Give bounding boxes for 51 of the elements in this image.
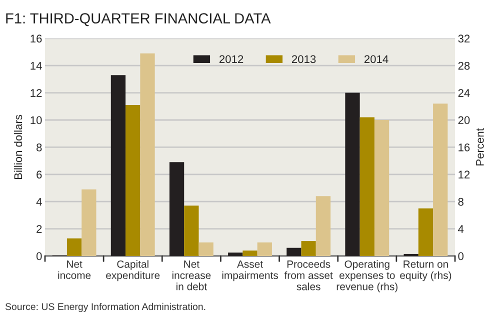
y2-tick-label: 12 bbox=[458, 170, 470, 178]
bar bbox=[169, 162, 184, 256]
bar bbox=[418, 208, 434, 256]
bar bbox=[301, 241, 316, 256]
y2-tick-label: 20 bbox=[458, 116, 470, 124]
bar bbox=[184, 206, 199, 256]
y2-tick-label: 8 bbox=[458, 198, 464, 206]
x-tick-label: Net increase in debt bbox=[172, 260, 211, 290]
legend-label: 2014 bbox=[364, 55, 388, 64]
y-tick-label: 14 bbox=[30, 62, 42, 70]
bar bbox=[228, 252, 243, 256]
y-tick-label: 8 bbox=[36, 143, 42, 152]
bar bbox=[345, 92, 360, 256]
bar bbox=[374, 120, 390, 256]
chart-title: F1: THIRD-QUARTER FINANCIAL DATA bbox=[6, 13, 271, 26]
x-tick-label: Net income bbox=[58, 260, 91, 280]
bar bbox=[66, 238, 82, 256]
y-tick-label: 10 bbox=[30, 116, 42, 124]
bar bbox=[360, 117, 374, 256]
bar bbox=[140, 53, 155, 256]
bar bbox=[433, 104, 448, 256]
y2-tick-label: 4 bbox=[458, 225, 464, 233]
bar bbox=[82, 189, 96, 256]
x-tick-label: Proceeds from asset sales bbox=[284, 260, 333, 290]
y-tick-label: 2 bbox=[36, 225, 42, 233]
y2-tick-label: 28 bbox=[458, 62, 470, 70]
bar bbox=[286, 248, 302, 256]
y-tick-label: 0 bbox=[36, 252, 42, 260]
bar bbox=[242, 250, 258, 256]
y-tick-label: 12 bbox=[30, 89, 42, 97]
x-tick-label: Capital expenditure bbox=[106, 260, 160, 282]
bar bbox=[126, 105, 140, 256]
y2-tick-label: 0 bbox=[458, 252, 464, 260]
bar bbox=[110, 75, 126, 256]
y2-tick-label: 16 bbox=[458, 143, 470, 152]
bar bbox=[198, 242, 214, 256]
bar bbox=[257, 242, 272, 256]
y-tick-label: 6 bbox=[36, 170, 42, 179]
y2-tick-label: 32 bbox=[458, 34, 470, 43]
y-axis-title: Billion dollars bbox=[14, 114, 22, 180]
legend-label: 2013 bbox=[292, 55, 316, 64]
x-tick-label: Return on equity (rhs) bbox=[400, 260, 452, 282]
y-tick-label: 16 bbox=[30, 34, 42, 43]
y-tick-label: 4 bbox=[36, 198, 42, 206]
y2-axis-title: Percent bbox=[476, 128, 484, 166]
y2-tick-label: 24 bbox=[458, 89, 470, 97]
x-tick-label: Operating expenses to revenue (rhs) bbox=[336, 260, 398, 292]
x-tick-label: Asset impairments bbox=[222, 260, 278, 282]
bar bbox=[316, 196, 331, 256]
legend-label: 2012 bbox=[219, 55, 244, 64]
source-note: Source: US Energy Information Administration. bbox=[5, 302, 206, 312]
